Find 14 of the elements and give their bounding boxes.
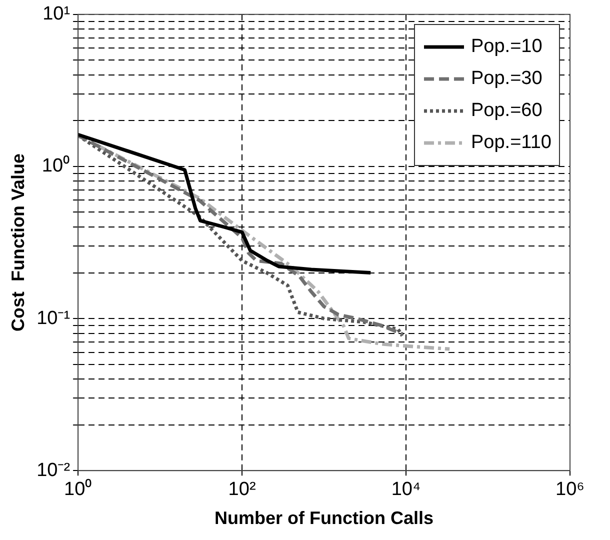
y-tick-label: 10⁻¹: [36, 308, 70, 329]
y-tick-label: 10⁻²: [36, 460, 70, 481]
legend-label: Pop.=30: [471, 68, 542, 90]
x-tick-label: 10²: [228, 479, 256, 500]
y-tick-label: 10⁰: [42, 154, 70, 177]
x-tick-label: 10⁶: [556, 479, 584, 500]
x-tick-label: 10⁰: [64, 478, 92, 500]
legend-label: Pop.=110: [471, 132, 552, 154]
legend-label: Pop.=60: [471, 100, 542, 122]
legend-label: Pop.=10: [471, 36, 542, 58]
x-axis-title: Number of Function Calls: [214, 508, 434, 528]
y-axis-title: Cost Function Value: [8, 153, 28, 332]
x-tick-label: 10⁴: [391, 479, 421, 500]
y-tick-label: 10¹: [42, 4, 70, 25]
